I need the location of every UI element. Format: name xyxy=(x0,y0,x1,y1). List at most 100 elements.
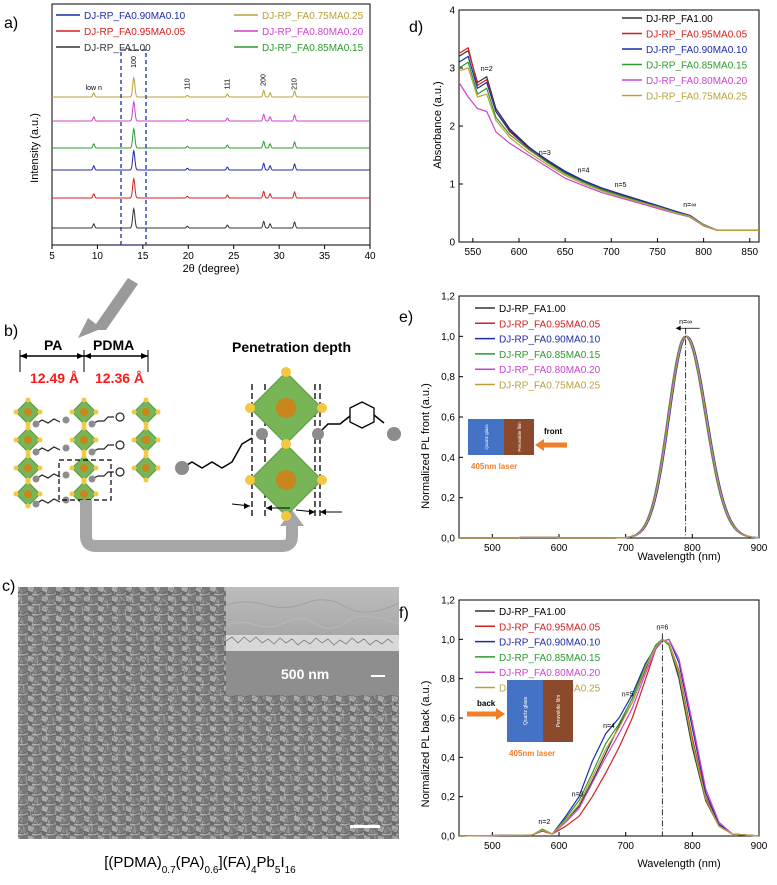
legend-label: DJ-RP_FA0.85MA0.15 xyxy=(499,350,601,361)
panel-label-b: b) xyxy=(4,323,18,340)
pl-back-ylabel: Normalized PL back (a.u.) xyxy=(420,681,432,808)
halide-atom xyxy=(93,437,99,443)
xrd-legend: DJ-RP_FA0.90MA0.10 DJ-RP_FA0.75MA0.25 DJ-R… xyxy=(56,11,364,54)
absorbance-plot: 550 600 650 700 750 800 850 0 1 2 3 4 n=2 n=3 n=4 n=5 n=… xyxy=(449,6,760,258)
x-tick-label: 800 xyxy=(695,247,712,258)
pa-label: PA xyxy=(44,337,62,353)
xrd-peak-labels: low n 100 110 111 200 210 xyxy=(86,56,299,92)
legend-label: DJ-RP_FA1.00 xyxy=(646,14,713,25)
inset-scale-label: 500 nm xyxy=(281,666,329,682)
peak-annotation: n=2 xyxy=(538,819,550,826)
enlarged-interface xyxy=(175,367,401,521)
halide-atom xyxy=(25,503,31,509)
scale-bar xyxy=(350,825,380,828)
xrd-legend-label: DJ-RP_FA0.80MA0.20 xyxy=(262,27,364,38)
halide-atom xyxy=(93,409,99,415)
y-tick-label: 0 xyxy=(449,238,455,249)
y-tick-label: 0,6 xyxy=(441,714,455,725)
xrd-legend-label: DJ-RP_FA0.85MA0.15 xyxy=(262,43,364,54)
halide-atom xyxy=(69,465,75,471)
pb-atom xyxy=(80,464,88,472)
series-line xyxy=(458,638,760,837)
xrd-series-line xyxy=(52,126,370,149)
halide-atom xyxy=(37,437,43,443)
pb-atom xyxy=(80,436,88,444)
panel-label-c: c) xyxy=(2,578,15,595)
xrd-series-line xyxy=(52,99,370,122)
chart-legend: DJ-RP_FA1.00 DJ-RP_FA0.95MA0.05 DJ-RP_FA0.… xyxy=(475,304,601,392)
legend-label: DJ-RP_FA1.00 xyxy=(499,607,566,618)
xrd-xtick-label: 30 xyxy=(274,251,286,262)
xrd-legend-label: DJ-RP_FA0.75MA0.25 xyxy=(262,11,364,22)
legend-label: DJ-RP_FA0.90MA0.10 xyxy=(499,335,601,346)
xrd-legend-label: DJ-RP_FA1.00 xyxy=(84,43,151,54)
xrd-series-line xyxy=(52,206,370,229)
xrd-series-line xyxy=(52,75,370,98)
legend-label: DJ-RP_FA1.00 xyxy=(499,304,566,315)
legend-label: DJ-RP_FA0.85MA0.15 xyxy=(646,61,748,72)
x-tick-label: 650 xyxy=(557,247,574,258)
xrd-xtick-label: 35 xyxy=(319,251,331,262)
pl-front-ylabel: Normalized PL front (a.u.) xyxy=(420,383,432,509)
halide-atom xyxy=(69,437,75,443)
y-tick-label: 2 xyxy=(449,122,455,133)
pa-spacing: 12.49 Å xyxy=(30,370,79,386)
halide-atom xyxy=(155,437,161,443)
pb-atom xyxy=(142,436,150,444)
halide-atom xyxy=(81,421,87,427)
halide-atom xyxy=(93,465,99,471)
peak-annotation: n=6 xyxy=(656,625,668,632)
legend-label: DJ-RP_FA0.75MA0.25 xyxy=(499,381,601,392)
halide-atom xyxy=(131,437,137,443)
penetration-title: Penetration depth xyxy=(232,339,351,355)
legend-label: DJ-RP_FA0.75MA0.25 xyxy=(646,92,748,103)
xrd-peak-label: 110 xyxy=(184,78,191,89)
y-tick-label: 0,8 xyxy=(441,372,455,383)
pb-atom xyxy=(142,464,150,472)
x-tick-label: 800 xyxy=(684,841,701,852)
pl-front-plot: 500 600 700 800 900 0,0 0,2 0,4 0,6 0,8 1,0 1,2 n=∞ D… xyxy=(441,292,768,555)
xrd-series-line xyxy=(52,176,370,199)
y-tick-label: 0,6 xyxy=(441,413,455,424)
y-tick-label: 4 xyxy=(449,6,455,17)
pb-atom xyxy=(24,436,32,444)
shift-arrow-head xyxy=(675,325,681,331)
halide-atom xyxy=(143,397,149,403)
back-inset: Quartz glass Perovskite film back 405nm … xyxy=(467,680,573,758)
x-tick-label: 700 xyxy=(617,841,634,852)
legend-label: DJ-RP_FA0.95MA0.05 xyxy=(499,622,601,633)
panel-label-e: e) xyxy=(399,309,413,326)
halide-atom xyxy=(155,465,161,471)
xrd-xtick-label: 15 xyxy=(137,251,149,262)
pb-atom xyxy=(80,490,88,498)
halide-atom xyxy=(81,449,87,455)
y-tick-label: 1,2 xyxy=(441,292,455,303)
legend-label: DJ-RP_FA0.95MA0.05 xyxy=(646,30,748,41)
halide-atom xyxy=(25,453,31,459)
back-film-label: Perovskite film xyxy=(556,695,562,728)
legend-label: DJ-RP_FA0.85MA0.15 xyxy=(499,653,601,664)
xrd-ylabel: Intensity (a.u.) xyxy=(29,113,41,183)
halide-atom xyxy=(13,465,19,471)
xrd-peak-label: 210 xyxy=(292,78,299,90)
legend-label: DJ-RP_FA0.90MA0.10 xyxy=(646,45,748,56)
front-label: front xyxy=(544,427,563,436)
legend-label: DJ-RP_FA0.80MA0.20 xyxy=(499,365,601,376)
pl-back-plot: 500 600 700 800 900 0,0 0,2 0,4 0,6 0,8 1,0 1,2 n=2 n… xyxy=(441,596,768,853)
y-tick-label: 0,8 xyxy=(441,674,455,685)
halide-atom xyxy=(143,477,149,483)
pdma-label: PDMA xyxy=(93,337,134,353)
panel-label-a: a) xyxy=(4,15,18,32)
halide-atom xyxy=(143,453,149,459)
halide-atom xyxy=(25,397,31,403)
peak-annotation: n=4 xyxy=(578,167,590,174)
absorbance-chart: d) 550 600 650 700 750 800 850 0 1 2 3 4 n=2 n=3 n=4 n=… xyxy=(409,6,760,258)
y-tick-label: 0,0 xyxy=(441,832,455,843)
abs-ylabel: Absorbance (a.u.) xyxy=(432,81,444,168)
x-tick-label: 750 xyxy=(649,247,666,258)
formula: [(PDMA)0.7(PA)0.6](FA)4Pb5I16 xyxy=(104,854,296,876)
halide-atom xyxy=(37,465,43,471)
chart-frame xyxy=(458,295,760,539)
halide-atom xyxy=(25,425,31,431)
connector-arrow xyxy=(80,500,298,552)
